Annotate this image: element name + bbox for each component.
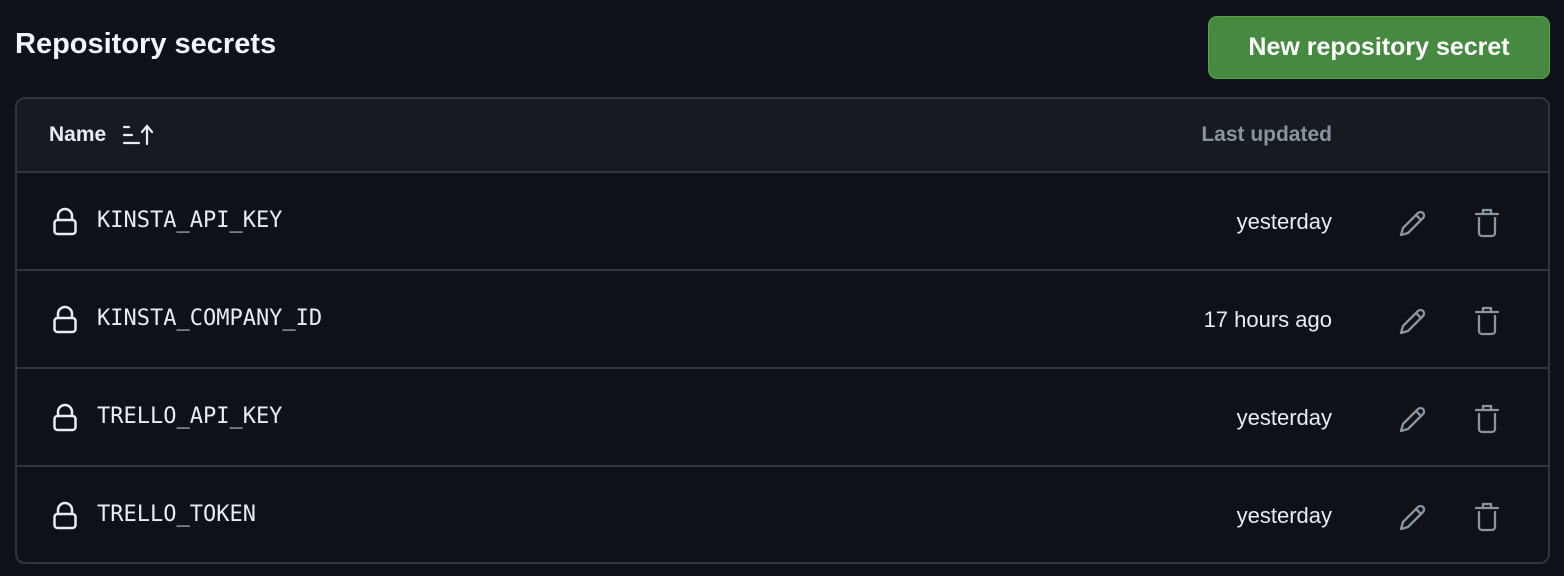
sort-ascending-icon: [123, 124, 154, 146]
secrets-table: Name Last updated KINSTA_API_KEY yesterd…: [15, 97, 1550, 564]
table-row: KINSTA_COMPANY_ID 17 hours ago: [17, 271, 1548, 369]
last-updated: yesterday: [1236, 209, 1332, 234]
pencil-icon[interactable]: [1397, 501, 1429, 533]
trash-icon[interactable]: [1472, 403, 1502, 435]
lock-icon: [53, 305, 77, 334]
secret-name: KINSTA_API_KEY: [97, 208, 283, 233]
column-last-updated-label: Last updated: [1201, 123, 1332, 146]
last-updated: yesterday: [1236, 405, 1332, 430]
last-updated: yesterday: [1236, 503, 1332, 528]
new-repository-secret-button[interactable]: New repository secret: [1208, 16, 1550, 79]
trash-icon[interactable]: [1472, 207, 1502, 239]
table-row: TRELLO_TOKEN yesterday: [17, 467, 1548, 562]
pencil-icon[interactable]: [1397, 207, 1429, 239]
table-row: KINSTA_API_KEY yesterday: [17, 173, 1548, 271]
column-name-label: Name: [49, 123, 107, 146]
page-title: Repository secrets: [15, 28, 277, 60]
trash-icon[interactable]: [1472, 501, 1502, 533]
pencil-icon[interactable]: [1397, 403, 1429, 435]
last-updated: 17 hours ago: [1203, 307, 1332, 332]
lock-icon: [53, 501, 77, 530]
lock-icon: [53, 403, 77, 432]
secret-name: TRELLO_TOKEN: [97, 502, 256, 527]
secret-name: TRELLO_API_KEY: [97, 404, 283, 429]
sort-by-name-button[interactable]: Name: [49, 123, 156, 147]
secret-name: KINSTA_COMPANY_ID: [97, 306, 323, 331]
trash-icon[interactable]: [1472, 305, 1502, 337]
table-header: Name Last updated: [17, 99, 1548, 173]
lock-icon: [53, 207, 77, 236]
table-row: TRELLO_API_KEY yesterday: [17, 369, 1548, 467]
pencil-icon[interactable]: [1397, 305, 1429, 337]
